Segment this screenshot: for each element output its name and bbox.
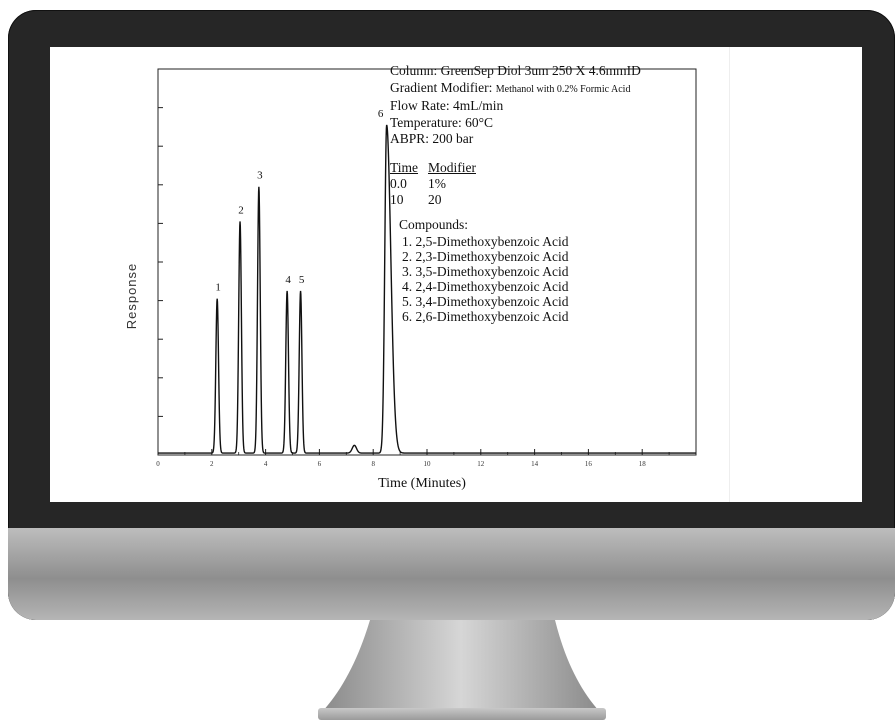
x-tick-label: 16 <box>585 460 593 468</box>
y-axis-label: Response <box>124 263 139 330</box>
gradient-value: Methanol with 0.2% Formic Acid <box>495 83 631 95</box>
time-header: Time <box>390 159 419 175</box>
list-item: 3. 3,5-Dimethoxybenzoic Acid <box>402 263 569 279</box>
x-tick-label: 6 <box>318 460 322 468</box>
peak-label: 5 <box>299 274 305 286</box>
x-tick-label: 14 <box>531 460 539 468</box>
screen-image-edge <box>729 47 730 502</box>
x-tick-label: 8 <box>371 460 375 468</box>
x-tick-label: 12 <box>477 460 485 468</box>
x-axis-label: Time (Minutes) <box>378 476 466 491</box>
table-row: 10 20 <box>390 192 720 208</box>
table-cell: 0.0 <box>390 175 407 191</box>
list-item: 6. 2,6-Dimethoxybenzoic Acid <box>402 308 569 324</box>
x-tick-label: 0 <box>156 460 160 468</box>
compound-list: Compounds: 1. 2,5-Dimethoxybenzoic Acid … <box>390 217 720 324</box>
flow-rate: Flow Rate: 4mL/min <box>390 98 504 113</box>
x-tick-label: 2 <box>210 460 214 468</box>
temperature: Temperature: 60°C <box>390 114 494 130</box>
column-info: Column: GreenSep Diol 3um 250 X 4.6mmID <box>390 63 641 78</box>
stand-base <box>318 708 606 720</box>
table-cell: 10 <box>390 191 404 207</box>
modifier-header: Modifier <box>428 159 476 175</box>
stand-neck <box>322 620 600 712</box>
x-tick-label: 10 <box>424 460 432 468</box>
x-tick-label: 4 <box>264 460 268 468</box>
peak-label: 2 <box>238 204 244 216</box>
y-axis-ticks <box>158 107 163 417</box>
peak-label: 4 <box>285 274 291 286</box>
list-item: 1. 2,5-Dimethoxybenzoic Acid <box>402 233 569 249</box>
peak-label: 1 <box>215 282 221 294</box>
abpr: ABPR: 200 bar <box>390 131 474 146</box>
x-tick-label: 18 <box>639 460 647 468</box>
chromatogram-trace <box>158 124 696 454</box>
peak-label: 3 <box>257 170 263 182</box>
table-row: 0.0 1% <box>390 176 720 192</box>
peak-label: 6 <box>378 108 384 120</box>
table-cell: 1% <box>428 175 446 191</box>
gradient-label: Gradient Modifier: <box>390 79 493 95</box>
method-parameters: Column: GreenSep Diol 3um 250 X 4.6mmID … <box>390 63 720 324</box>
modifier-table: Time Modifier 0.0 1% 10 20 <box>390 160 720 208</box>
list-item: 2. 2,3-Dimethoxybenzoic Acid <box>402 248 569 264</box>
list-item: 4. 2,4-Dimethoxybenzoic Acid <box>402 278 569 294</box>
compounds-title: Compounds: <box>399 216 469 232</box>
table-cell: 20 <box>428 191 442 207</box>
monitor-chin <box>8 528 895 620</box>
list-item: 5. 3,4-Dimethoxybenzoic Acid <box>402 293 569 309</box>
gradient-modifier: Gradient Modifier: Methanol with 0.2% Fo… <box>390 80 720 99</box>
modifier-table-header: Time Modifier <box>390 160 720 176</box>
peak-labels: 1 2 3 4 5 6 <box>215 108 383 294</box>
